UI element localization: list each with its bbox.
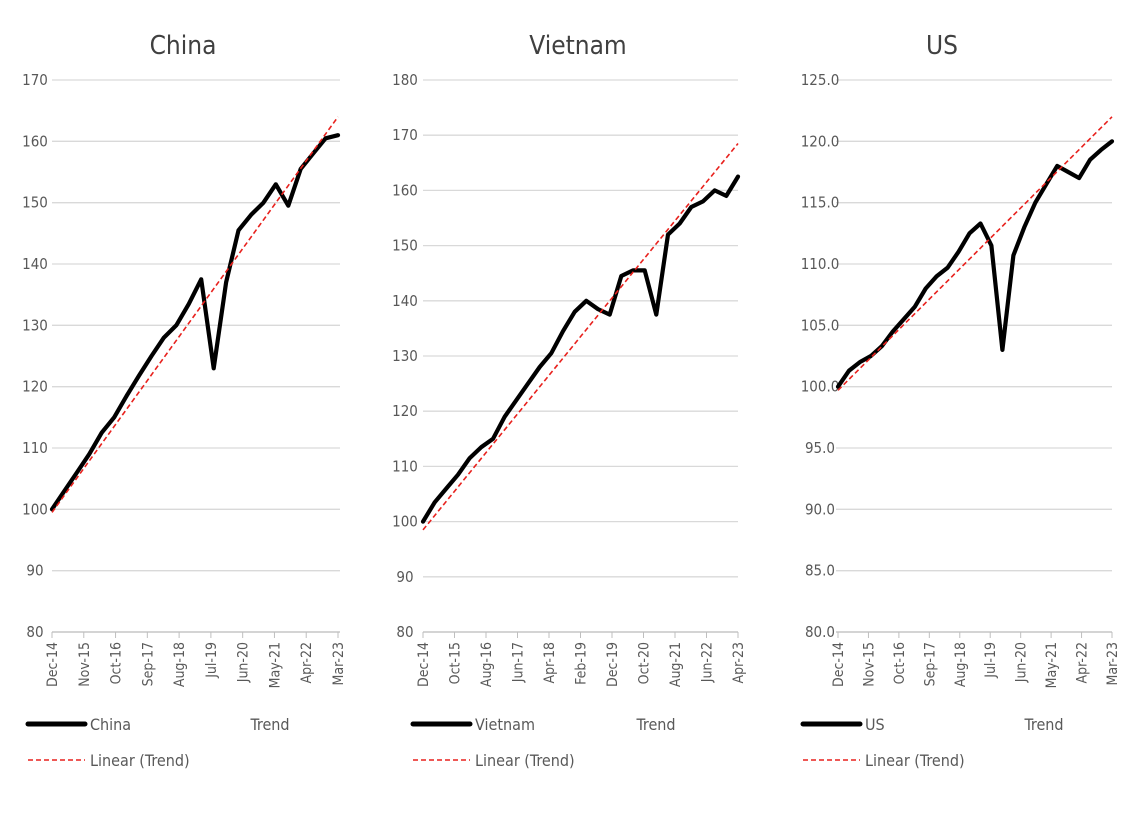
y-tick-label: 90.0 xyxy=(805,500,835,518)
y-tick-label: 110.0 xyxy=(801,255,840,273)
y-tick-label: 80 xyxy=(396,623,413,641)
trendline-series xyxy=(422,142,739,531)
y-tick-label: 150 xyxy=(22,194,48,212)
chart-title: China xyxy=(150,31,217,61)
x-tick-label: Mar-23 xyxy=(1105,642,1121,685)
data-series-line xyxy=(420,174,741,524)
x-tick-label: Jun-20 xyxy=(236,642,252,683)
x-tick-label: Aug-21 xyxy=(668,642,684,687)
x-tick-label: Dec-14 xyxy=(416,642,432,687)
x-tick-label: Dec-14 xyxy=(831,642,847,687)
x-tick-label: Oct-16 xyxy=(109,642,125,684)
x-tick-label: Oct-16 xyxy=(892,642,908,684)
x-tick-label: Feb-19 xyxy=(574,642,590,685)
y-tick-label: 120.0 xyxy=(801,132,840,150)
x-tick-label: Aug-18 xyxy=(953,642,969,687)
y-tick-label: 160 xyxy=(22,132,48,150)
legend: Vietnam Trend Linear (Trend) xyxy=(410,715,676,770)
x-tick-label: Jul-19 xyxy=(983,642,999,679)
y-tick-label: 150 xyxy=(392,237,418,255)
legend-label-trend: Trend xyxy=(249,715,289,734)
chart-title: US xyxy=(926,31,958,61)
x-tick-label: Oct-15 xyxy=(448,642,464,684)
x-tick-label: Aug-16 xyxy=(479,642,495,687)
y-tick-label: 120 xyxy=(22,378,48,396)
y-tick-label: 160 xyxy=(392,181,418,199)
x-tick-label: Sep-17 xyxy=(922,642,938,686)
y-tick-label: 130 xyxy=(392,347,418,365)
y-tick-label: 80.0 xyxy=(805,623,835,641)
y-tick-label: 130 xyxy=(22,316,48,334)
y-tick-label: 125.0 xyxy=(801,71,840,89)
y-tick-label: 140 xyxy=(22,255,48,273)
x-tick-label: Jun-17 xyxy=(511,642,527,683)
x-tick-label: May-21 xyxy=(1044,642,1060,688)
y-tick-label: 90 xyxy=(396,568,413,586)
data-series-line xyxy=(49,133,341,512)
x-tick-label: Dec-14 xyxy=(45,642,61,687)
legend-label-trend: Trend xyxy=(635,715,675,734)
y-tick-label: 80 xyxy=(26,623,43,641)
x-tick-label: Oct-20 xyxy=(637,642,653,684)
legend-label-series: Vietnam xyxy=(475,715,535,734)
x-tick-label: Apr-22 xyxy=(299,642,315,683)
legend: US Trend Linear (Trend) xyxy=(800,715,1064,770)
legend-label-series: China xyxy=(90,715,131,734)
y-tick-label: 100.0 xyxy=(801,378,840,396)
x-tick-label: May-21 xyxy=(267,642,283,688)
y-tick-label: 100 xyxy=(22,500,48,518)
legend-label-trendline: Linear (Trend) xyxy=(475,751,575,770)
x-tick-label: Apr-23 xyxy=(731,642,747,683)
y-tick-label: 120 xyxy=(392,402,418,420)
legend-label-trend: Trend xyxy=(1023,715,1063,734)
x-tick-label: Sep-17 xyxy=(140,642,156,686)
y-tick-label: 85.0 xyxy=(805,562,835,580)
legend-label-series: US xyxy=(865,715,885,734)
x-tick-label: Jun-22 xyxy=(700,642,716,683)
y-tick-label: 170 xyxy=(392,126,418,144)
x-tick-label: Jul-19 xyxy=(204,642,220,679)
x-tick-label: Nov-15 xyxy=(77,642,93,687)
legend-label-trendline: Linear (Trend) xyxy=(90,751,190,770)
x-tick-label: Jun-20 xyxy=(1014,642,1030,683)
x-tick-label: Dec-19 xyxy=(605,642,621,687)
legend: China Trend Linear (Trend) xyxy=(25,715,290,770)
chart-vietnam: Vietnam 80 90 100 110 120 130 140 150 160 170 180 De… xyxy=(392,31,747,770)
y-tick-label: 105.0 xyxy=(801,316,840,334)
x-tick-label: Aug-18 xyxy=(172,642,188,687)
y-tick-label: 95.0 xyxy=(805,439,835,457)
chart-china: China 80 90 100 110 120 130 140 150 160 170 Dec-14 N… xyxy=(22,31,347,770)
x-tick-label: Mar-23 xyxy=(331,642,347,685)
chart-title: Vietnam xyxy=(529,31,626,61)
x-tick-label: Apr-18 xyxy=(542,642,558,683)
y-tick-label: 90 xyxy=(26,562,43,580)
x-tick-label: Apr-22 xyxy=(1075,642,1091,683)
y-tick-label: 170 xyxy=(22,71,48,89)
chart-us: US 80.0 85.0 90.0 95.0 100.0 105.0 110.0 115.0 12… xyxy=(800,31,1121,770)
y-tick-label: 115.0 xyxy=(801,194,840,212)
legend-label-trendline: Linear (Trend) xyxy=(865,751,965,770)
y-tick-label: 180 xyxy=(392,71,418,89)
x-tick-label: Nov-15 xyxy=(861,642,877,687)
y-tick-label: 140 xyxy=(392,292,418,310)
trendline-series xyxy=(51,116,339,513)
trendline-series xyxy=(837,116,1113,391)
y-tick-label: 110 xyxy=(22,439,48,457)
y-tick-label: 100 xyxy=(392,513,418,531)
y-tick-label: 110 xyxy=(392,457,418,475)
